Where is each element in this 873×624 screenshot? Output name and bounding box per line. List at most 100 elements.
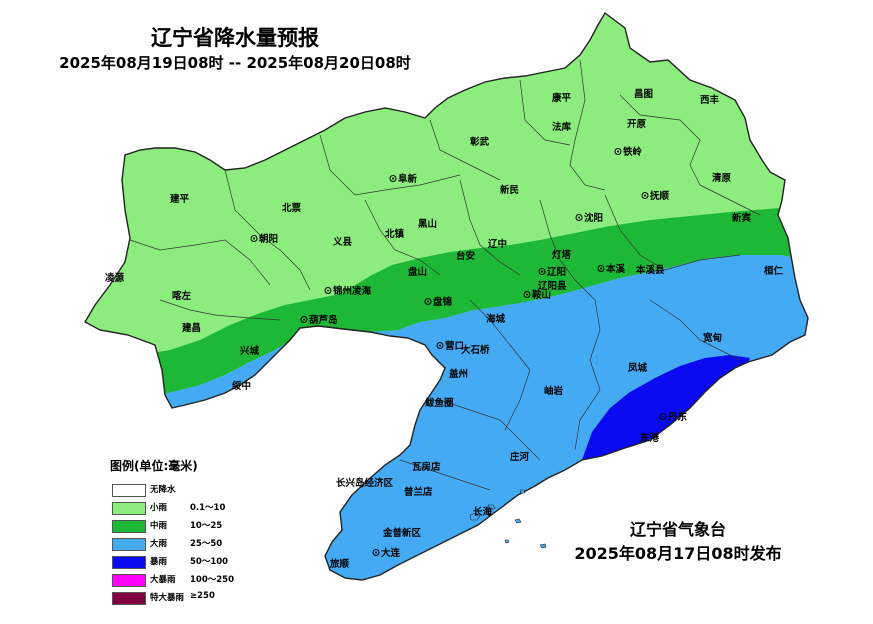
county-boundaries [129,59,761,491]
city-label-donggang: 东港 [640,432,660,444]
legend-label: 中雨 [150,521,168,531]
city-marker-icon [436,342,444,349]
city-label-haicheng: 海城 [486,313,506,325]
legend-label: 暴雨 [150,557,168,567]
rainstorm-zone [582,355,750,460]
city-label-dalian: 大连 [381,547,401,559]
city-marker-icon [324,287,332,294]
city-label-yingkou: 营口 [445,340,464,352]
city-label-dengta: 灯塔 [552,249,572,261]
city-marker-icon [641,192,649,199]
city-marker-center [541,270,543,273]
legend-item: 暴雨 50～100 [110,554,290,570]
legend-item: 大雨 25～50 [110,536,290,552]
city-label-faku: 法库 [552,121,572,133]
legend-label: 大暴雨 [150,575,176,585]
legend-swatch [112,538,146,551]
city-marker-center [578,216,580,219]
city-label-taian: 台安 [456,250,476,262]
legend-label: 特大暴雨 [150,593,185,603]
city-marker-center [303,318,305,321]
city-marker-icon [389,175,397,182]
legend-range: 10～25 [190,521,223,531]
legend-title: 图例(单位:毫米) [110,459,198,473]
city-label-zhuanghe: 庄河 [510,451,530,463]
city-marker-center [427,300,429,303]
legend-item: 特大暴雨 ≥250 [110,590,290,606]
city-label-lvshun: 旅顺 [330,558,350,570]
forecast-period: 2025年08月19日08时 -- 2025年08月20日08时 [59,54,411,72]
legend-label: 无降水 [150,485,176,495]
city-marker-icon [250,235,258,242]
city-label-tieling: 铁岭 [623,146,643,158]
city-label-zhangwu: 彰武 [470,136,490,148]
legend-range: 25～50 [190,539,223,549]
city-label-heishan: 黑山 [418,218,437,230]
city-marker-icon [372,549,380,556]
city-label-xinbin: 新宾 [732,212,752,224]
city-label-qingyuan: 清原 [712,172,732,184]
legend-range: 0.1～10 [190,503,226,513]
city-label-kangping: 康平 [551,92,572,104]
city-label-changxing: 长兴岛经济区 [336,477,394,489]
city-label-wafangdian: 瓦房店 [412,461,441,473]
city-label-xinmin: 新民 [500,184,519,196]
city-label-xingcheng: 兴城 [240,345,260,357]
city-label-beipiao: 北票 [282,202,302,214]
city-marker-center [644,194,646,197]
legend-swatch [112,502,146,515]
city-marker-center [327,289,329,292]
city-label-kuandian: 宽甸 [702,332,722,344]
legend: 图例(单位:毫米) 无降水小雨 0.1～10 中雨 10～25 大雨 25～50 暴雨 50～… [110,457,290,608]
legend-range: 100～250 [190,575,234,585]
city-marker-center [526,293,528,296]
city-label-changhai: 长海 [473,506,493,518]
city-label-fuxin: 阜新 [398,173,418,185]
legend-label: 大雨 [150,539,168,549]
city-label-kazuo: 喀左 [172,290,192,302]
city-label-liaozhong: 辽中 [488,238,507,250]
legend-item: 大暴雨 100～250 [110,572,290,588]
legend-swatch [112,520,146,533]
city-marker-center [600,267,602,270]
city-label-liaoyang: 辽阳 [547,266,566,278]
legend-item: 无降水 [110,482,290,498]
city-marker-icon [300,316,308,323]
city-label-suizhong: 绥中 [232,380,251,392]
islands [469,489,547,549]
city-marker-icon [659,413,667,420]
legend-range: 50～100 [190,557,229,567]
city-label-fushun: 抚顺 [650,190,670,202]
city-label-yixian: 义县 [332,236,353,248]
city-marker-center [392,177,394,180]
city-label-panjin: 盘锦 [433,296,453,308]
city-marker-icon [523,291,531,298]
city-label-beizhen: 北镇 [385,228,405,240]
legend-range: ≥250 [190,591,215,601]
city-marker-center [253,237,255,240]
city-marker-center [662,415,664,418]
city-label-benxixian: 本溪县 [636,264,665,276]
legend-swatch [112,556,146,569]
city-label-xiuyan: 岫岩 [544,385,564,397]
legend-rows: 无降水小雨 0.1～10 中雨 10～25 大雨 25～50 暴雨 50～100 大暴雨 100～… [110,482,290,606]
city-label-kaiyuan: 开原 [627,119,647,130]
city-label-lingyuan: 凌源 [105,272,125,284]
city-marker-icon [614,148,622,155]
city-label-liaoyangxian: 辽阳县 [538,280,567,292]
city-marker-center [439,344,441,347]
city-label-gaizhou: 盖州 [449,368,468,380]
legend-item: 小雨 0.1～10 [110,500,290,516]
city-marker-center [617,150,619,153]
city-label-benxi: 本溪 [606,263,626,275]
city-label-dashiqiao: 大石桥 [461,344,490,356]
map-title: 辽宁省降水量预报 [151,26,319,50]
city-marker-icon [424,298,432,305]
city-marker-icon [538,268,546,275]
city-marker-center [375,551,377,554]
legend-swatch [112,484,146,497]
city-label-xifeng: 西丰 [700,94,720,106]
issue-time: 2025年08月17日08时发布 [574,544,782,563]
legend-item: 中雨 10～25 [110,518,290,534]
